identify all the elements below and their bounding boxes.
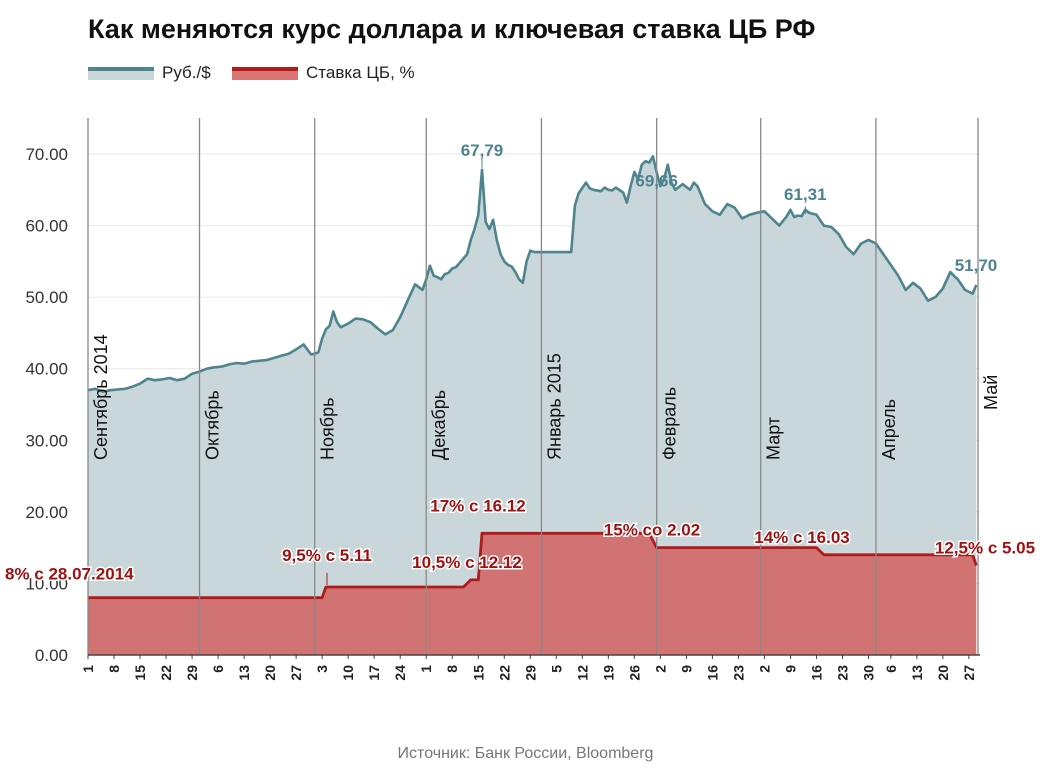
x-tick-label: 15 bbox=[132, 665, 148, 681]
x-tick-label: 2 bbox=[756, 665, 772, 673]
month-label: Май bbox=[981, 375, 1001, 410]
rub-annotation: 69,66 bbox=[635, 171, 678, 190]
legend-rub-label: Руб./$ bbox=[162, 63, 211, 82]
x-tick-label: 22 bbox=[158, 665, 174, 681]
month-label: Апрель bbox=[879, 399, 899, 460]
month-label: Март bbox=[764, 417, 784, 460]
source-note: Источник: Банк России, Bloomberg bbox=[397, 745, 654, 762]
x-tick-label: 30 bbox=[861, 665, 877, 681]
rub-annotation: 67,79 bbox=[461, 141, 504, 160]
legend-rub-swatch bbox=[88, 66, 154, 80]
month-dividers: Сентябрь 2014 Октябрь Ноябрь Декабрь Январь … bbox=[87, 118, 1001, 655]
rub-area bbox=[88, 156, 977, 655]
y-tick-label: 70.00 bbox=[25, 145, 68, 164]
rate-area bbox=[88, 533, 977, 655]
x-tick-label: 17 bbox=[366, 665, 382, 681]
month-label: Ноябрь bbox=[318, 398, 338, 460]
x-tick-label: 5 bbox=[548, 665, 564, 673]
chart-title: Как меняются курс доллара и ключевая ста… bbox=[88, 14, 816, 44]
legend-rate-label: Ставка ЦБ, % bbox=[306, 63, 415, 82]
rate-annotation: 15% со 2.02 bbox=[604, 521, 700, 540]
legend-rub: Руб./$ bbox=[88, 62, 211, 84]
x-tick-label: 22 bbox=[496, 665, 512, 681]
x-tick-label: 15 bbox=[470, 665, 486, 681]
x-tick-label: 16 bbox=[704, 665, 720, 681]
x-tick-label: 27 bbox=[961, 665, 977, 681]
x-tick-label: 8 bbox=[444, 665, 460, 673]
x-tick-label: 29 bbox=[184, 665, 200, 681]
x-tick-label: 3 bbox=[314, 665, 330, 673]
rate-series bbox=[88, 531, 978, 655]
x-tick-label: 1 bbox=[80, 665, 96, 673]
rub-annotation: 61,31 bbox=[784, 185, 827, 204]
rub-series bbox=[87, 155, 978, 655]
rate-annotation: 10,5% с 12.12 bbox=[412, 553, 522, 572]
x-tick-label: 13 bbox=[909, 665, 925, 681]
x-tick-label: 20 bbox=[262, 665, 278, 681]
y-tick-label: 40.00 bbox=[25, 360, 68, 379]
legend-rate: Ставка ЦБ, % bbox=[232, 62, 415, 84]
rate-annotation: 8% с 28.07.2014 bbox=[5, 565, 134, 584]
annotations: 67,79 69,66 61,31 51,70 8% с 28.07.2014 9,5% … bbox=[4, 141, 1037, 585]
x-tick-label: 12 bbox=[574, 665, 590, 681]
y-tick-label: 10.00 bbox=[25, 574, 68, 593]
month-label: Сентябрь 2014 bbox=[91, 334, 111, 460]
y-tick-label: 20.00 bbox=[25, 503, 68, 522]
x-tick-label: 13 bbox=[236, 665, 252, 681]
axes: 0.00 10.00 20.00 30.00 40.00 50.00 60.00 70.00 1… bbox=[25, 145, 980, 681]
month-label: Январь 2015 bbox=[544, 353, 564, 460]
x-tick-label: 27 bbox=[288, 665, 304, 681]
x-tick-label: 23 bbox=[834, 665, 850, 681]
rate-annotation: 14% с 16.03 bbox=[754, 528, 849, 547]
legend-rate-swatch bbox=[232, 66, 298, 80]
x-tick-label: 29 bbox=[522, 665, 538, 681]
x-tick-label: 19 bbox=[600, 665, 616, 681]
x-tick-label: 9 bbox=[782, 665, 798, 673]
x-tick-label: 1 bbox=[418, 665, 434, 673]
rub-annotation: 51,70 bbox=[955, 256, 998, 275]
rate-annotation: 9,5% с 5.11 bbox=[282, 546, 372, 565]
x-tick-label: 26 bbox=[626, 665, 642, 681]
x-tick-label: 23 bbox=[730, 665, 746, 681]
x-tick-label: 8 bbox=[106, 665, 122, 673]
x-tick-label: 6 bbox=[210, 665, 226, 673]
rate-line bbox=[88, 531, 978, 600]
x-tick-label: 10 bbox=[340, 665, 356, 681]
rate-annotation: 17% с 16.12 bbox=[430, 496, 525, 515]
x-tick-label: 2 bbox=[652, 665, 668, 673]
rate-annotation: 12,5% с 5.05 bbox=[935, 539, 1035, 558]
rub-line bbox=[87, 155, 978, 393]
x-tick-label: 16 bbox=[808, 665, 824, 681]
x-tick-label: 9 bbox=[678, 665, 694, 673]
month-label: Декабрь bbox=[429, 390, 449, 460]
x-tick-label: 6 bbox=[883, 665, 899, 673]
month-label: Октябрь bbox=[203, 390, 223, 460]
month-label: Февраль bbox=[660, 387, 680, 460]
x-tick-label: 20 bbox=[935, 665, 951, 681]
y-tick-label: 60.00 bbox=[25, 217, 68, 236]
x-tick-label: 24 bbox=[392, 665, 408, 681]
y-tick-label: 0.00 bbox=[35, 646, 68, 665]
y-tick-label: 30.00 bbox=[25, 431, 68, 450]
y-tick-label: 50.00 bbox=[25, 288, 68, 307]
